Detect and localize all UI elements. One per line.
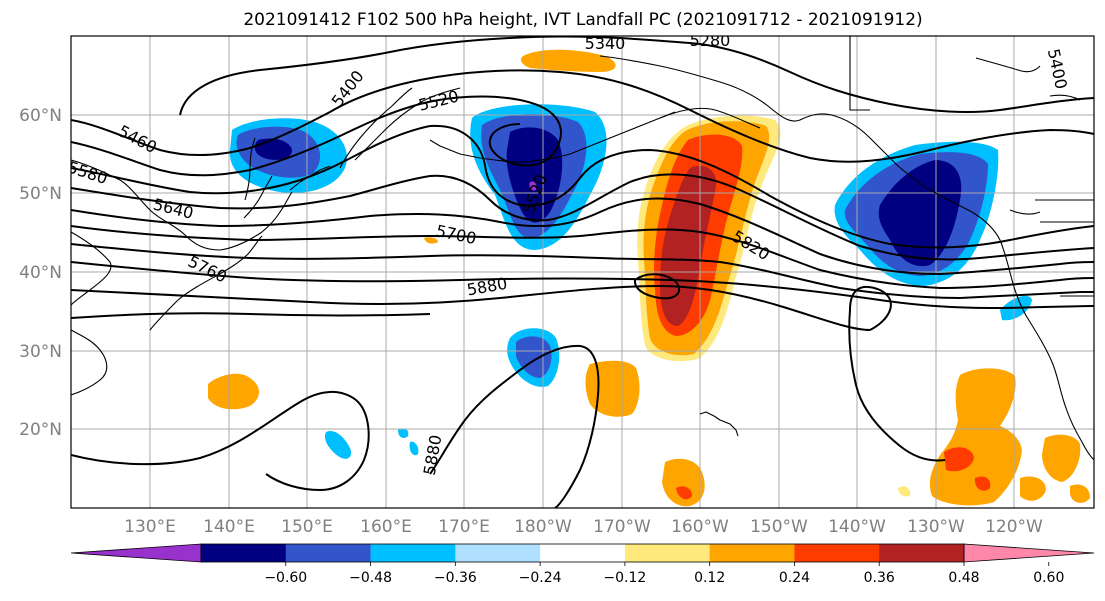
colorbar-segment: [370, 544, 456, 562]
colorbar: −0.60 −0.48 −0.36 −0.24 −0.12 0.12 0.24 0.36 0.4…: [70, 543, 1095, 586]
map-title: 2021091412 F102 500 hPa height, IVT Land…: [243, 10, 922, 30]
lon-label: 160°W: [671, 517, 729, 537]
colorbar-tick-label: −0.60: [264, 570, 307, 586]
colorbar-tick-label: 0.12: [694, 570, 725, 586]
colorbar-segment: [794, 544, 880, 562]
lon-label: 160°E: [360, 517, 412, 537]
colorbar-tick-label: −0.24: [519, 570, 562, 586]
contour-label: 5340: [585, 34, 626, 53]
lon-label: 140°W: [828, 517, 886, 537]
colorbar-tick-label: 0.36: [864, 570, 895, 586]
latitude-labels: 60°N 50°N 40°N 30°N 20°N: [19, 106, 62, 440]
colorbar-tick-label: −0.48: [349, 570, 392, 586]
lat-label: 60°N: [19, 106, 62, 126]
lat-label: 50°N: [19, 184, 62, 204]
contour-label: 5280: [690, 31, 731, 50]
height-contours: [71, 36, 1094, 508]
lon-label: 180°W: [514, 517, 572, 537]
lon-label: 130°E: [124, 517, 176, 537]
colorbar-tick-label: 0.24: [779, 570, 810, 586]
lat-label: 30°N: [19, 342, 62, 362]
colorbar-extend-high: [963, 543, 1095, 563]
lon-label: 170°E: [438, 517, 490, 537]
colorbar-segment: [201, 544, 287, 562]
colorbar-segment: [285, 544, 372, 562]
colorbar-segment: [540, 544, 626, 562]
map-area: 5340 5280 5400 5520 5460 5580 5640 5700 …: [71, 31, 1094, 508]
lat-label: 40°N: [19, 263, 62, 283]
colorbar-frame: [200, 543, 965, 563]
colorbar-tick-label: −0.12: [603, 570, 646, 586]
map-frame: [70, 35, 1095, 509]
longitude-labels: 130°E 140°E 150°E 160°E 170°E 180°W 170°…: [124, 517, 1043, 537]
coastlines: [71, 36, 1094, 461]
lon-label: 140°E: [203, 517, 255, 537]
ivt-negative-shading: [229, 104, 1032, 459]
colorbar-segment: [455, 544, 541, 562]
colorbar-tick-label: −0.36: [434, 570, 477, 586]
colorbar-segment: [879, 544, 965, 562]
colorbar-tick-label: 0.48: [948, 570, 979, 586]
lon-label: 130°W: [907, 517, 965, 537]
colorbar-extend-low: [70, 543, 202, 563]
lon-label: 150°E: [281, 517, 333, 537]
lon-label: 150°W: [750, 517, 808, 537]
lon-label: 120°W: [985, 517, 1043, 537]
lat-label: 20°N: [19, 420, 62, 440]
colorbar-tick-label: 0.60: [1033, 570, 1064, 586]
colorbar-segment: [624, 544, 711, 562]
colorbar-segment: [709, 544, 795, 562]
lon-label: 170°W: [593, 517, 651, 537]
